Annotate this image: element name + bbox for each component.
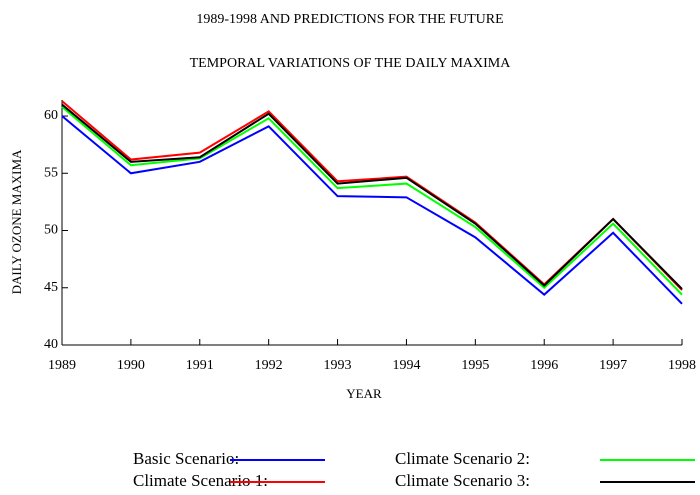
legend-label: Climate Scenario 2: <box>395 449 530 468</box>
x-tick-label: 1998 <box>668 358 696 373</box>
y-tick-label: 40 <box>44 337 58 352</box>
series-line <box>61 100 683 291</box>
x-tick-label: 1992 <box>255 358 283 373</box>
x-tick-label: 1990 <box>117 358 145 373</box>
x-tick-label: 1997 <box>599 358 627 373</box>
series-line <box>61 115 683 305</box>
chart-title: 1989-1998 AND PREDICTIONS FOR THE FUTURE <box>196 12 503 27</box>
x-tick-label: 1995 <box>461 358 489 373</box>
legend-label: Basic Scenario: <box>133 449 239 468</box>
y-tick-label: 55 <box>44 165 58 180</box>
x-tick-label: 1993 <box>324 358 352 373</box>
x-tick-label: 1989 <box>48 358 76 373</box>
y-axis-label: DAILY OZONE MAXIMA <box>9 149 24 294</box>
x-tick-label: 1991 <box>186 358 214 373</box>
x-axis-label: YEAR <box>346 386 382 401</box>
legend-label: Climate Scenario 1: <box>133 471 268 490</box>
x-tick-label: 1996 <box>530 358 558 373</box>
x-tick-label: 1994 <box>392 358 420 373</box>
series-line <box>61 103 683 290</box>
y-tick-label: 45 <box>44 280 58 295</box>
chart-subtitle: TEMPORAL VARIATIONS OF THE DAILY MAXIMA <box>190 56 512 71</box>
y-tick-label: 50 <box>44 223 58 238</box>
series-line <box>61 106 683 296</box>
legend-label: Climate Scenario 3: <box>395 471 530 490</box>
y-tick-label: 60 <box>44 108 58 123</box>
